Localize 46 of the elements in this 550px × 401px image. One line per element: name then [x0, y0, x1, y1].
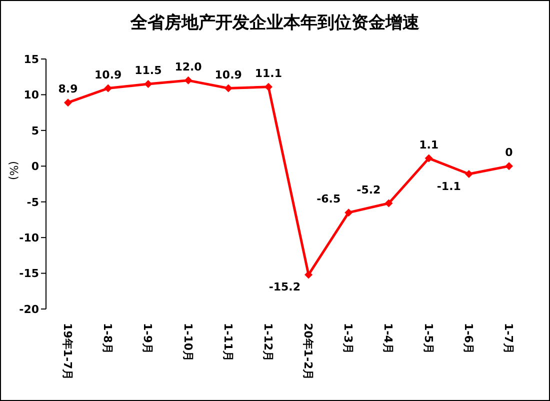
x-tick-label: 1-8月: [101, 323, 114, 354]
y-tick-label: 5: [31, 124, 39, 138]
data-label: -1.1: [436, 180, 461, 193]
x-tick-label: 1-6月: [462, 323, 475, 354]
data-label: 0: [505, 146, 514, 160]
x-tick-label: 1-3月: [342, 323, 355, 354]
y-tick-label: 0: [31, 160, 40, 174]
data-label: 10.9: [214, 68, 242, 82]
y-tick-label: -15: [19, 267, 39, 280]
point: [184, 76, 192, 84]
point: [384, 199, 393, 208]
x-tick-label: 1-7月: [502, 323, 515, 354]
point: [344, 208, 353, 217]
x-tick-label: 1-12月: [261, 323, 274, 362]
data-label: -5.2: [356, 183, 381, 196]
point: [464, 170, 473, 178]
point: [505, 162, 513, 170]
y-tick-label: -5: [26, 196, 39, 209]
point: [304, 270, 313, 279]
point: [64, 98, 72, 107]
point: [424, 154, 433, 162]
chart-title: 全省房地产开发企业本年到位资金增速: [129, 12, 420, 34]
y-tick-label: 15: [24, 52, 39, 66]
x-tick-label: 1-9月: [141, 323, 154, 354]
x-tick-label: 19年1-7月: [61, 323, 74, 380]
x-tick-label: 20年1-2月: [302, 323, 315, 380]
data-label: 8.9: [58, 82, 78, 96]
point: [144, 80, 152, 88]
data-label: -15.2: [268, 280, 301, 294]
data-label: 1.1: [419, 138, 439, 152]
y-tick-label: -10: [19, 231, 40, 244]
data-label: 12.0: [174, 60, 202, 74]
y-tick-label: 10: [24, 88, 40, 102]
point: [104, 84, 112, 92]
x-tick-label: 1-11月: [221, 323, 234, 362]
x-tick-label: 1-5月: [422, 323, 435, 354]
x-tick-label: 1-4月: [382, 323, 395, 354]
y-axis-title: (%): [7, 161, 20, 180]
data-label: 10.9: [94, 68, 122, 82]
point: [224, 84, 232, 92]
data-label: 11.1: [254, 66, 282, 80]
point: [264, 82, 272, 91]
x-tick-label: 1-10月: [181, 323, 194, 362]
data-label: -6.5: [316, 192, 341, 206]
y-tick-label: -20: [19, 302, 40, 316]
data-label: 11.5: [134, 64, 162, 77]
